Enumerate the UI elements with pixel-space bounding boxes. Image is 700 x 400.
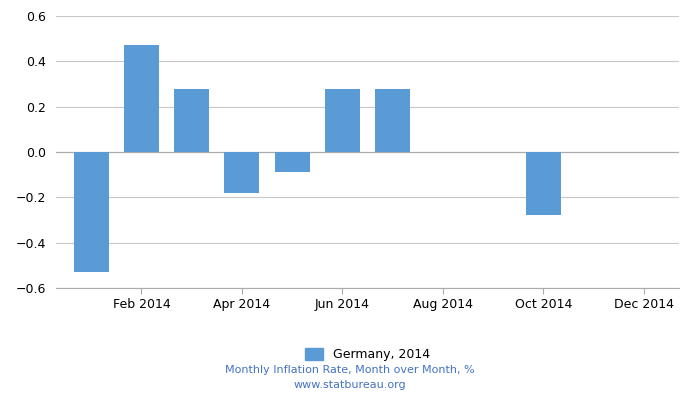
Bar: [526, 152, 561, 216]
Bar: [375, 88, 410, 152]
Bar: [274, 152, 309, 172]
Bar: [325, 88, 360, 152]
Bar: [124, 46, 159, 152]
Text: Monthly Inflation Rate, Month over Month, %: Monthly Inflation Rate, Month over Month…: [225, 365, 475, 375]
Text: www.statbureau.org: www.statbureau.org: [294, 380, 406, 390]
Legend: Germany, 2014: Germany, 2014: [300, 343, 435, 366]
Bar: [74, 152, 108, 272]
Bar: [224, 152, 260, 193]
Bar: [174, 88, 209, 152]
